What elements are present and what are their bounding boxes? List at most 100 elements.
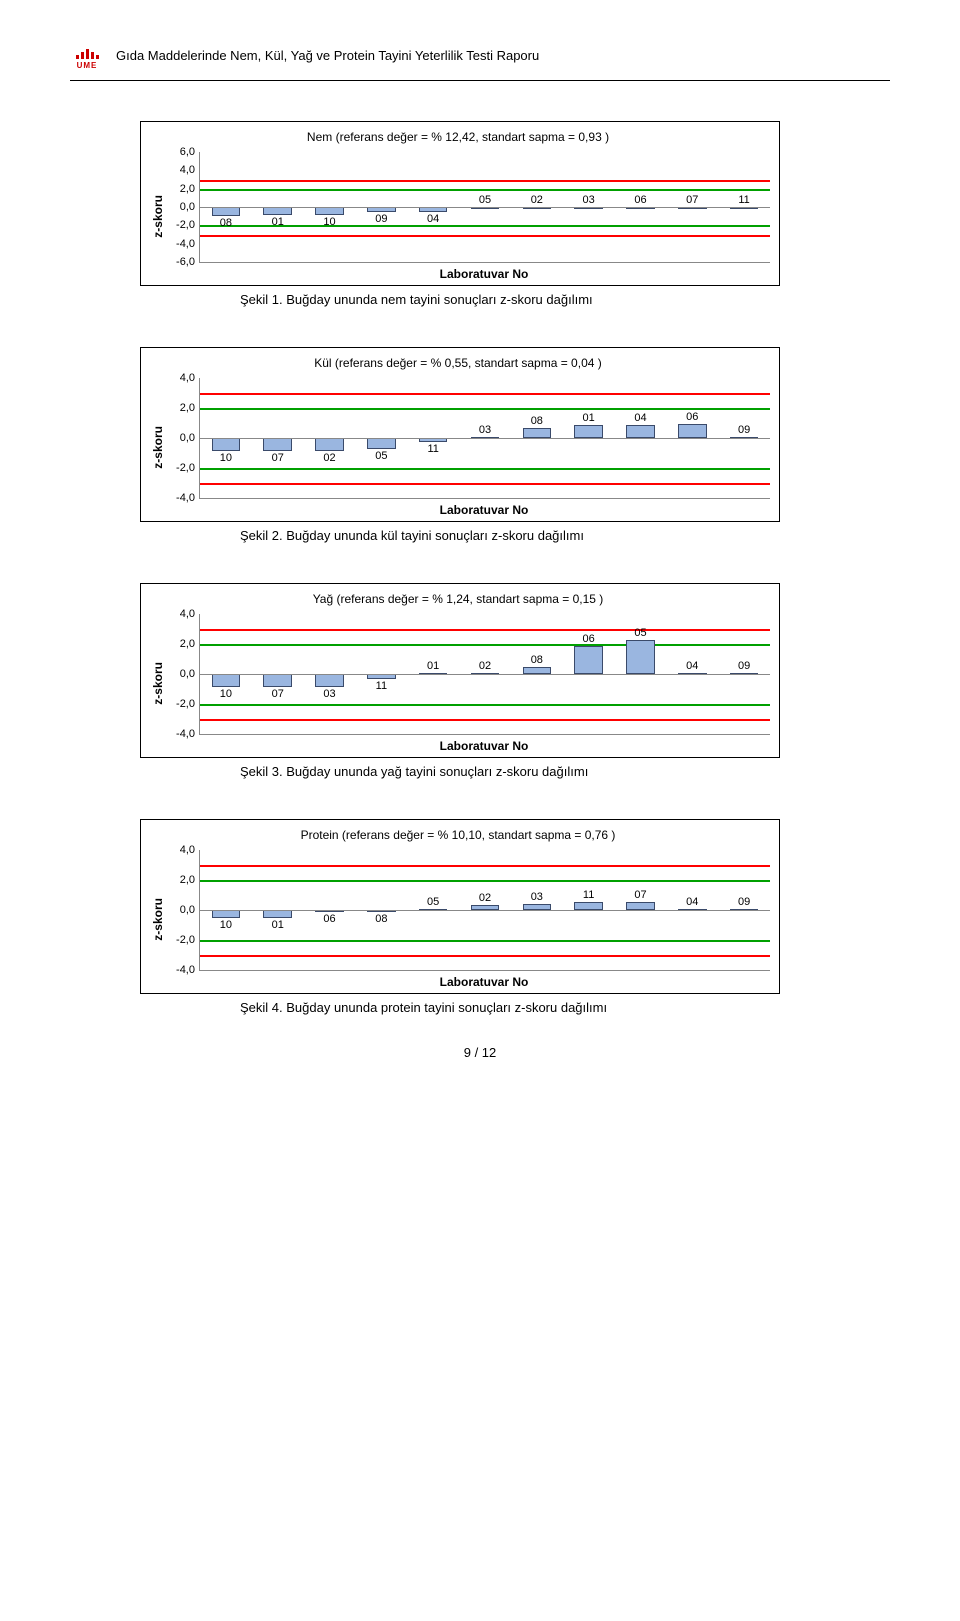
ref-line bbox=[200, 629, 770, 631]
bar-label: 07 bbox=[264, 688, 291, 700]
bar: 07 bbox=[263, 674, 292, 687]
plot-col: 1007020511030801040609Laboratuvar No bbox=[199, 378, 769, 517]
bar-label: 07 bbox=[627, 889, 654, 901]
bar-label: 04 bbox=[627, 412, 654, 424]
bar-label: 03 bbox=[524, 891, 551, 903]
zero-line bbox=[200, 207, 770, 208]
bar-label: 02 bbox=[524, 194, 551, 206]
bar-label: 04 bbox=[420, 213, 447, 225]
bar: 07 bbox=[263, 438, 292, 451]
bar-label: 01 bbox=[420, 660, 447, 672]
chart-body: z-skoru4,02,00,0-2,0-4,01007020511030801… bbox=[147, 378, 769, 517]
yticks: 6,04,02,00,0-2,0-4,0-6,0 bbox=[169, 152, 199, 262]
zero-line bbox=[200, 438, 770, 439]
chart-body: z-skoru4,02,00,0-2,0-4,01007031101020806… bbox=[147, 614, 769, 753]
ref-line bbox=[200, 865, 770, 867]
yticks: 4,02,00,0-2,0-4,0 bbox=[169, 378, 199, 498]
chart-title: Protein (referans değer = % 10,10, stand… bbox=[147, 828, 769, 842]
bar: 08 bbox=[212, 207, 241, 216]
chart-caption: Şekil 4. Buğday ununda protein tayini so… bbox=[240, 1000, 890, 1015]
bar: 01 bbox=[263, 910, 292, 918]
yticks: 4,02,00,0-2,0-4,0 bbox=[169, 614, 199, 734]
chart-block-protein: Protein (referans değer = % 10,10, stand… bbox=[140, 819, 890, 1015]
bar-label: 05 bbox=[627, 627, 654, 639]
chart-title: Yağ (referans değer = % 1,24, standart s… bbox=[147, 592, 769, 606]
page-footer: 9 / 12 bbox=[70, 1045, 890, 1060]
bar: 08 bbox=[523, 428, 552, 439]
bar-label: 06 bbox=[316, 913, 343, 925]
ytick: 6,0 bbox=[180, 146, 195, 158]
ytick: -4,0 bbox=[176, 492, 195, 504]
ytick: 4,0 bbox=[180, 608, 195, 620]
y-axis-label: z-skoru bbox=[151, 898, 165, 941]
x-axis-label: Laboratuvar No bbox=[199, 503, 769, 517]
bar-label: 08 bbox=[524, 654, 551, 666]
bar: 01 bbox=[263, 207, 292, 215]
report-title: Gıda Maddelerinde Nem, Kül, Yağ ve Prote… bbox=[116, 48, 539, 63]
bar-label: 01 bbox=[264, 919, 291, 931]
bar-label: 01 bbox=[575, 412, 602, 424]
bar-label: 10 bbox=[213, 452, 240, 464]
bar-label: 10 bbox=[213, 688, 240, 700]
bar-label: 10 bbox=[316, 216, 343, 228]
ref-line bbox=[200, 393, 770, 395]
ref-line bbox=[200, 955, 770, 957]
bar-label: 11 bbox=[731, 194, 758, 206]
x-axis-label: Laboratuvar No bbox=[199, 739, 769, 753]
plot-col: 0801100904050203060711Laboratuvar No bbox=[199, 152, 769, 281]
chart-body: z-skoru4,02,00,0-2,0-4,01001060805020311… bbox=[147, 850, 769, 989]
y-axis-label: z-skoru bbox=[151, 662, 165, 705]
plot-col: 1001060805020311070409Laboratuvar No bbox=[199, 850, 769, 989]
bar: 02 bbox=[315, 438, 344, 451]
ref-line bbox=[200, 644, 770, 646]
bar: 10 bbox=[212, 910, 241, 918]
x-axis-label: Laboratuvar No bbox=[199, 975, 769, 989]
ytick: 0,0 bbox=[180, 201, 195, 213]
chart-caption: Şekil 2. Buğday ununda kül tayini sonuçl… bbox=[240, 528, 890, 543]
ylabel-col: z-skoru bbox=[147, 850, 169, 989]
header-rule bbox=[70, 80, 890, 81]
bar: 10 bbox=[212, 438, 241, 451]
ytick: 2,0 bbox=[180, 874, 195, 886]
bar-label: 09 bbox=[368, 213, 395, 225]
bar-label: 11 bbox=[575, 889, 602, 901]
ytick: -6,0 bbox=[176, 256, 195, 268]
ylabel-col: z-skoru bbox=[147, 614, 169, 753]
ytick: -2,0 bbox=[176, 219, 195, 231]
zero-line bbox=[200, 674, 770, 675]
plot-area: 0801100904050203060711 bbox=[199, 152, 770, 263]
bar-label: 06 bbox=[627, 194, 654, 206]
bar-label: 08 bbox=[368, 913, 395, 925]
bar-label: 03 bbox=[472, 424, 499, 436]
bar: 10 bbox=[212, 674, 241, 687]
bar-label: 02 bbox=[472, 892, 499, 904]
chart-frame: Kül (referans değer = % 0,55, standart s… bbox=[140, 347, 780, 522]
x-axis-label: Laboratuvar No bbox=[199, 267, 769, 281]
y-axis-label: z-skoru bbox=[151, 426, 165, 469]
bar-label: 11 bbox=[368, 680, 395, 692]
bar: 08 bbox=[523, 667, 552, 675]
ref-line bbox=[200, 483, 770, 485]
ytick: 0,0 bbox=[180, 668, 195, 680]
chart-frame: Protein (referans değer = % 10,10, stand… bbox=[140, 819, 780, 994]
ytick: -4,0 bbox=[176, 964, 195, 976]
bar-label: 03 bbox=[575, 194, 602, 206]
ytick: 2,0 bbox=[180, 402, 195, 414]
bar-label: 05 bbox=[368, 450, 395, 462]
bar: 01 bbox=[574, 425, 603, 438]
ref-line bbox=[200, 408, 770, 410]
ytick: 4,0 bbox=[180, 372, 195, 384]
ref-line bbox=[200, 468, 770, 470]
ylabel-col: z-skoru bbox=[147, 152, 169, 281]
ref-line bbox=[200, 704, 770, 706]
bar: 05 bbox=[367, 438, 396, 449]
y-axis-label: z-skoru bbox=[151, 195, 165, 238]
bar-label: 07 bbox=[264, 452, 291, 464]
bar-label: 09 bbox=[731, 660, 758, 672]
yticks: 4,02,00,0-2,0-4,0 bbox=[169, 850, 199, 970]
logo-text: UME bbox=[77, 61, 98, 70]
ytick: -2,0 bbox=[176, 934, 195, 946]
ytick: 2,0 bbox=[180, 638, 195, 650]
bar-label: 02 bbox=[472, 660, 499, 672]
ylabel-col: z-skoru bbox=[147, 378, 169, 517]
